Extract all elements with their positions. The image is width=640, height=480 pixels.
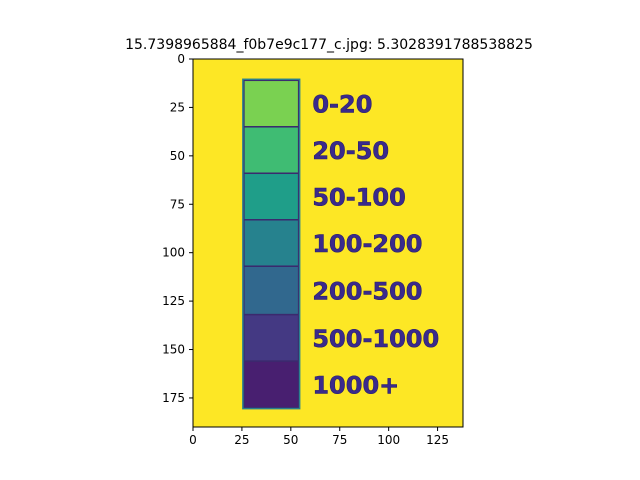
y-tick-label: 150 (162, 343, 185, 357)
y-tick-label: 125 (162, 294, 185, 308)
y-tick-label: 100 (162, 246, 185, 260)
legend-swatch (243, 126, 300, 175)
colorbar-outline (242, 78, 301, 410)
legend-label: 50-100 (312, 184, 405, 212)
axes-frame (192, 58, 464, 428)
legend-label: 0-20 (312, 91, 372, 119)
legend-label: 500-1000 (312, 325, 439, 353)
legend-swatch (243, 219, 300, 267)
legend-swatch (243, 172, 300, 221)
x-tick-label: 125 (426, 433, 449, 447)
legend-label: 100-200 (312, 230, 422, 258)
legend-swatch (243, 265, 300, 316)
legend-label: 1000+ (312, 371, 399, 399)
y-tick-label: 50 (170, 149, 185, 163)
image-axes: 0-20 20-50 50-100 100-200 200-500 500-1000 100… (162, 52, 464, 447)
x-tick-label: 50 (283, 433, 298, 447)
legend-label: 20-50 (312, 137, 389, 165)
y-tick-label: 0 (177, 52, 185, 66)
legend-swatch (243, 313, 300, 362)
x-tick-label: 25 (234, 433, 249, 447)
x-tick-label: 0 (189, 433, 197, 447)
legend-label: 200-500 (312, 277, 422, 305)
legend-swatch (243, 79, 300, 128)
y-tick-label: 25 (170, 100, 185, 114)
x-tick-label: 100 (377, 433, 400, 447)
chart-title: 15.7398965884_f0b7e9c177_c.jpg: 5.302839… (125, 37, 533, 53)
y-tick-label: 175 (162, 391, 185, 405)
legend-swatch (243, 360, 300, 409)
y-tick-label: 75 (170, 197, 185, 211)
x-tick-label: 75 (332, 433, 347, 447)
image-background (193, 59, 463, 427)
